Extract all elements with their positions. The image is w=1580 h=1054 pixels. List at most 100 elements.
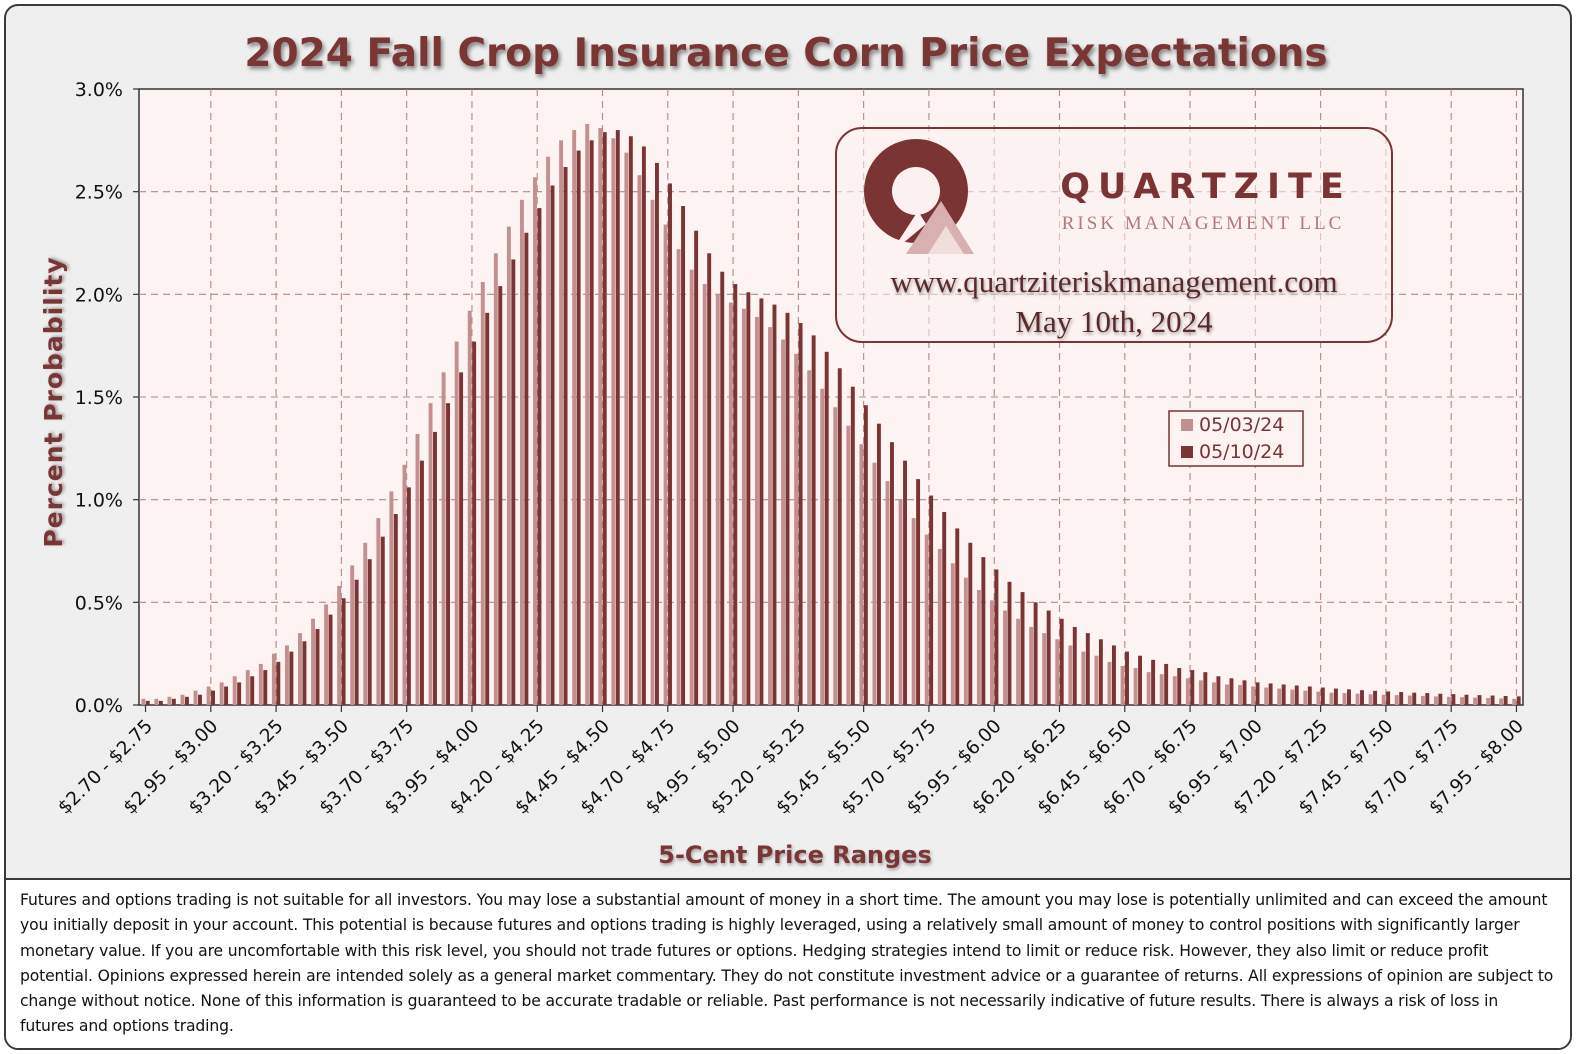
bar-05/10/24 [863,405,868,705]
bar-05/10/24 [1111,645,1116,705]
bar-05/03/24 [1029,626,1034,705]
logo-subtitle: RISK MANAGEMENT LLC [1062,213,1345,234]
bar-05/10/24 [289,651,294,705]
bar-05/03/24 [1499,698,1504,705]
bar-05/03/24 [1251,686,1256,705]
bar-05/10/24 [1464,694,1469,705]
bar-05/03/24 [480,282,485,705]
bar-05/10/24 [198,694,202,705]
bar-05/10/24 [433,431,437,705]
bar-05/03/24 [376,518,381,705]
bar-05/10/24 [1007,581,1012,705]
bar-05/10/24 [811,335,816,705]
bar-05/03/24 [728,302,733,705]
bar-05/10/24 [668,183,672,705]
bar-05/03/24 [1394,695,1399,705]
bar-05/10/24 [576,150,581,706]
bar-05/03/24 [1133,668,1138,705]
bar-05/10/24 [158,700,163,705]
y-tick-label: 3.0% [75,79,123,101]
bar-05/10/24 [1399,692,1404,705]
y-tick-label: 2.0% [75,284,123,306]
bar-05/10/24 [406,487,411,705]
bar-05/10/24 [380,536,385,705]
bar-05/10/24 [1503,695,1508,705]
bar-05/03/24 [1407,695,1412,705]
bar-05/10/24 [341,598,346,705]
bar-05/03/24 [715,294,720,705]
bar-05/03/24 [493,253,498,705]
bar-05/03/24 [963,577,968,705]
bar-05/03/24 [141,698,146,705]
bar-05/03/24 [833,407,838,705]
bar-05/03/24 [1107,661,1112,705]
bar-05/03/24 [1225,684,1229,705]
bar-05/03/24 [454,341,459,705]
bar-05/10/24 [1190,670,1195,705]
bar-05/10/24 [328,614,333,705]
bar-05/10/24 [1059,618,1064,705]
bar-05/10/24 [720,271,725,705]
bar-05/10/24 [1020,592,1025,705]
bar-05/03/24 [298,633,302,705]
bar-05/10/24 [524,232,529,706]
bar-05/10/24 [315,629,320,705]
bar-05/10/24 [511,259,516,705]
bar-05/10/24 [1268,683,1273,705]
logo-url: www.quartziteriskmanagement.com [890,264,1337,299]
bar-05/10/24 [498,286,503,705]
y-axis-label: Percent Probability [39,256,68,547]
bar-05/03/24 [193,690,198,705]
bar-05/10/24 [1072,626,1077,705]
y-tick-label: 0.5% [75,592,123,614]
y-tick-label: 1.5% [75,387,123,409]
bar-05/10/24 [876,423,881,705]
bar-05/10/24 [1229,678,1234,705]
bar-05/10/24 [1085,633,1090,705]
bar-05/10/24 [824,351,829,705]
bar-05/03/24 [245,670,250,705]
bar-05/03/24 [1460,697,1464,705]
bar-05/03/24 [546,156,551,705]
bar-05/03/24 [402,464,407,705]
bar-05/10/24 [1477,695,1482,705]
bar-05/03/24 [389,491,394,705]
bar-05/03/24 [1146,672,1151,705]
bar-05/03/24 [467,310,472,705]
bar-05/03/24 [1290,689,1295,705]
bar-05/03/24 [1042,633,1047,705]
bar-05/03/24 [611,138,616,705]
bar-05/03/24 [1355,693,1360,705]
bar-05/03/24 [1512,698,1517,705]
bar-05/10/24 [537,208,542,705]
bar-05/10/24 [981,557,986,705]
bar-05/03/24 [232,676,237,705]
bar-05/03/24 [624,152,629,705]
bar-05/10/24 [968,542,973,705]
bar-05/03/24 [1473,697,1478,705]
bar-05/03/24 [1016,618,1021,705]
bar-05/10/24 [681,206,686,706]
bar-05/03/24 [324,604,329,705]
bar-05/03/24 [937,548,942,705]
x-axis-label: 5-Cent Price Ranges [658,841,931,869]
bar-05/10/24 [1255,682,1260,705]
bar-05/10/24 [694,230,699,705]
bar-05/03/24 [1368,694,1373,705]
bar-05/03/24 [1316,691,1321,705]
legend-swatch-0503 [1181,419,1193,431]
bar-05/10/24 [1386,691,1391,705]
bar-05/10/24 [903,460,907,705]
bar-05/10/24 [641,146,646,706]
bar-05/03/24 [1172,676,1177,705]
legend-label-0510: 05/10/24 [1199,441,1284,463]
bar-05/10/24 [550,185,555,705]
bar-05/10/24 [759,298,764,705]
y-axis: 0.0% 0.5% 1.0% 1.5% 2.0% 2.5% 3.0% [75,79,139,717]
bar-05/03/24 [859,444,864,705]
bar-05/03/24 [311,618,316,705]
bar-05/10/24 [393,514,398,705]
bar-05/10/24 [250,676,255,705]
bar-05/10/24 [1138,655,1143,705]
legend-label-0503: 05/03/24 [1199,414,1284,436]
